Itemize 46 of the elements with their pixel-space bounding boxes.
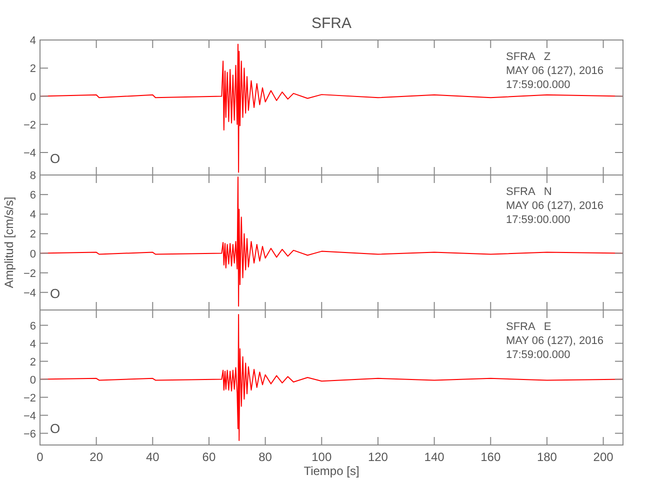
y-tick-label: 0 xyxy=(30,91,36,104)
x-tick-label: 180 xyxy=(536,450,558,464)
annotation: O xyxy=(50,421,60,436)
x-tick-label: 160 xyxy=(480,450,501,464)
y-axis-title: Amplitud [cm/s/s] xyxy=(2,196,16,288)
x-tick-label: 120 xyxy=(368,450,388,464)
annotation: MAY 06 (127), 2016 xyxy=(506,335,604,347)
y-tick-label: 4 xyxy=(30,209,36,222)
y-tick-label: 0 xyxy=(30,374,36,386)
y-tick-label: −2 xyxy=(23,392,36,404)
x-axis-title: Tiempo [s] xyxy=(304,464,360,478)
x-tick-label: 60 xyxy=(202,450,216,464)
annotation: MAY 06 (127), 2016 xyxy=(506,65,604,77)
y-tick-label: −6 xyxy=(23,428,36,440)
y-tick-label: −2 xyxy=(23,119,36,132)
annotation: SFRA Z xyxy=(506,51,551,63)
line-series xyxy=(40,176,624,307)
y-tick-label: 8 xyxy=(30,170,36,182)
annotation: 17:59:00.000 xyxy=(506,349,570,361)
y-tick-label: 0 xyxy=(30,248,36,260)
x-tick-label: 100 xyxy=(312,450,332,464)
annotation: SFRA N xyxy=(506,186,552,198)
annotation: SFRA E xyxy=(506,321,552,333)
annotation: MAY 06 (127), 2016 xyxy=(506,200,604,212)
y-tick-label: 2 xyxy=(30,63,36,76)
annotation: O xyxy=(50,151,60,166)
y-tick-label: 4 xyxy=(30,35,36,47)
x-tick-label: 80 xyxy=(258,450,272,464)
annotation: 17:59:00.000 xyxy=(506,214,570,226)
y-tick-label: 6 xyxy=(30,190,36,202)
y-tick-label: −2 xyxy=(23,268,36,280)
chart-title: SFRA xyxy=(311,15,352,32)
x-tick-label: 140 xyxy=(424,450,445,464)
line-series xyxy=(40,44,624,173)
y-tick-label: 4 xyxy=(30,338,36,350)
x-tick-label: 20 xyxy=(90,450,104,464)
y-tick-label: 2 xyxy=(30,228,36,241)
y-tick-label: 2 xyxy=(30,356,36,368)
annotation: 17:59:00.000 xyxy=(506,79,570,91)
annotation: O xyxy=(50,286,60,301)
y-tick-label: −4 xyxy=(23,148,36,160)
y-tick-label: −4 xyxy=(23,287,36,300)
y-tick-label: 6 xyxy=(30,320,36,332)
x-tick-label: 200 xyxy=(593,450,614,464)
x-tick-label: 40 xyxy=(146,450,160,464)
y-tick-label: −4 xyxy=(23,410,36,422)
